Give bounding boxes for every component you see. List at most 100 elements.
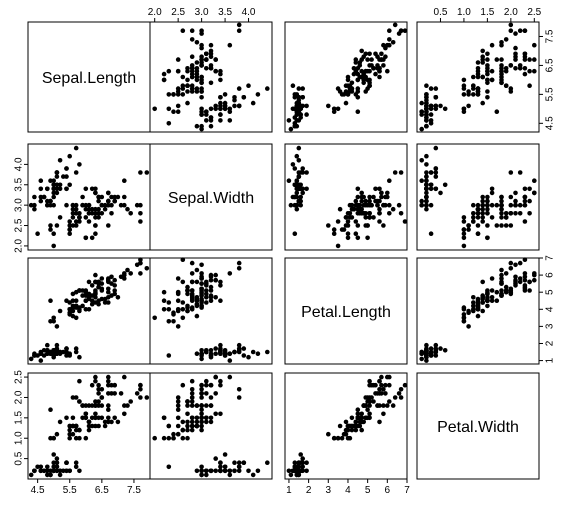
data-point	[373, 186, 378, 192]
data-point	[89, 235, 95, 241]
data-point	[175, 415, 181, 421]
data-point	[433, 170, 439, 175]
data-point	[51, 190, 56, 196]
data-point	[112, 283, 117, 288]
variable-label-sepal-length: Sepal.Length	[42, 70, 136, 87]
data-point	[236, 266, 242, 271]
data-point	[424, 106, 429, 112]
data-point	[45, 198, 50, 204]
data-point	[424, 118, 429, 123]
data-point	[138, 170, 143, 175]
tick-label: 1.5	[14, 410, 25, 424]
data-point	[166, 121, 172, 126]
data-point	[106, 295, 111, 300]
data-point	[213, 351, 218, 357]
data-point	[300, 86, 306, 91]
data-point	[70, 206, 76, 212]
data-point	[189, 279, 195, 285]
data-point	[236, 464, 242, 470]
data-point	[138, 395, 143, 400]
data-point	[208, 348, 214, 353]
tick-label: 7	[545, 255, 556, 261]
data-point	[109, 274, 114, 280]
data-point	[363, 215, 369, 220]
data-point	[67, 153, 72, 159]
data-point	[77, 215, 82, 220]
data-point	[480, 202, 486, 208]
data-point	[99, 387, 105, 392]
variable-label-sepal-width: Sepal.Width	[168, 190, 254, 207]
data-point	[390, 206, 396, 212]
data-point	[38, 351, 44, 357]
data-point	[290, 162, 296, 167]
data-point	[64, 346, 69, 351]
data-point	[480, 219, 486, 224]
data-point	[304, 468, 309, 474]
data-point	[204, 279, 209, 285]
data-point	[255, 468, 261, 474]
data-point	[166, 106, 172, 112]
data-point	[122, 374, 127, 380]
data-point	[51, 231, 56, 236]
data-point	[499, 198, 504, 204]
data-point	[471, 74, 476, 80]
data-point	[48, 472, 53, 478]
data-point	[86, 296, 92, 302]
data-point	[489, 295, 495, 300]
data-point	[208, 42, 214, 48]
data-point	[86, 423, 92, 429]
data-point	[369, 395, 374, 400]
data-point	[433, 353, 439, 358]
data-point	[522, 66, 528, 71]
data-point	[80, 202, 85, 208]
data-point	[489, 202, 495, 208]
data-point	[208, 288, 214, 293]
data-point	[194, 86, 200, 91]
data-point	[218, 464, 223, 470]
data-point	[381, 411, 386, 417]
data-point	[28, 472, 34, 478]
data-point	[296, 460, 302, 466]
bottom-axis-sepal-length: 4.5 5.5 6.5 7.5	[31, 479, 141, 496]
tick-label: 6.5	[95, 485, 109, 496]
data-point	[461, 92, 467, 97]
data-point	[199, 419, 204, 425]
data-point	[171, 431, 176, 437]
data-point	[471, 202, 476, 208]
data-point	[83, 206, 89, 212]
data-point	[175, 109, 181, 114]
data-point	[232, 460, 237, 466]
data-point	[204, 419, 209, 425]
data-point	[96, 423, 101, 429]
data-point	[383, 54, 388, 59]
tick-label: 2.5	[14, 370, 25, 384]
data-point	[54, 182, 60, 188]
data-point	[379, 374, 384, 380]
data-point	[166, 435, 172, 441]
data-point	[508, 266, 514, 271]
data-point	[433, 103, 439, 109]
data-point	[134, 391, 140, 396]
data-point	[527, 198, 532, 204]
data-point	[461, 243, 467, 249]
data-point	[218, 378, 223, 384]
data-point	[222, 452, 228, 457]
data-point	[166, 300, 172, 305]
data-point	[522, 28, 528, 33]
variable-label-petal-width: Petal.Width	[437, 419, 519, 436]
data-point	[99, 276, 105, 281]
data-point	[499, 42, 504, 48]
data-point	[522, 283, 528, 288]
data-point	[73, 427, 79, 433]
data-point	[433, 95, 439, 100]
data-point	[77, 288, 82, 293]
tick-label: 2	[306, 485, 312, 496]
data-point	[494, 289, 500, 295]
data-point	[189, 83, 195, 88]
data-point	[236, 342, 242, 348]
data-point	[466, 227, 471, 232]
data-point	[122, 194, 127, 200]
data-point	[461, 319, 467, 324]
data-point	[331, 435, 337, 441]
data-point	[343, 100, 349, 106]
